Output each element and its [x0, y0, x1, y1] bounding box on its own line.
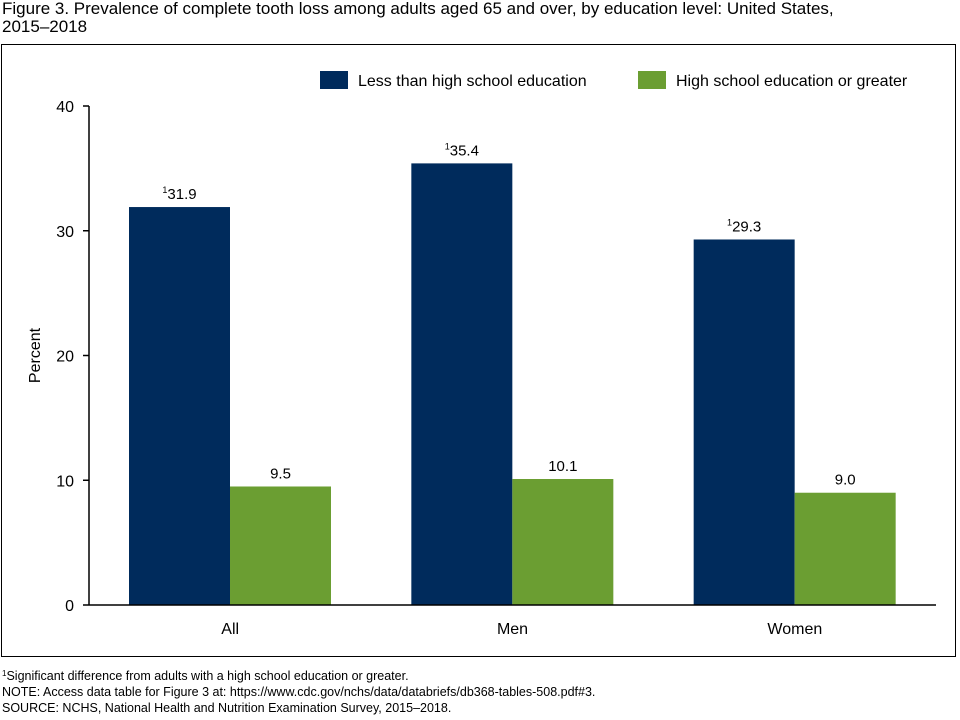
figure-title: Figure 3. Prevalence of complete tooth l… — [2, 0, 952, 36]
x-tick-label-all: All — [221, 621, 239, 638]
y-tick-label-30: 30 — [56, 224, 74, 241]
legend-swatch-series-2 — [638, 71, 666, 89]
footnote-significance-text: Significant difference from adults with … — [6, 669, 409, 683]
y-tick-label-10: 10 — [56, 473, 74, 490]
x-tick-label-men: Men — [497, 621, 528, 638]
bar-women-series-2 — [794, 492, 896, 605]
significance-marker: 1 — [445, 141, 450, 151]
significance-marker: 1 — [162, 185, 167, 195]
bar-men-series-2 — [512, 479, 614, 605]
footnotes: 1Significant difference from adults with… — [2, 668, 952, 716]
y-axis-label: Percent — [27, 327, 44, 383]
footnote-marker: 1 — [2, 669, 7, 678]
figure-title-line-1: Figure 3. Prevalence of complete tooth l… — [2, 0, 834, 18]
bar-all-series-2 — [230, 486, 331, 605]
footnote-significance: 1Significant difference from adults with… — [2, 668, 952, 684]
footnote-source: SOURCE: NCHS, National Health and Nutrit… — [2, 701, 452, 715]
data-label-women-series-1: 129.3 — [727, 217, 761, 235]
data-label-value: 29.3 — [732, 218, 761, 235]
y-tick-label-0: 0 — [65, 598, 74, 615]
legend-swatch-series-1 — [320, 71, 348, 89]
legend-label-series-2: High school education or greater — [676, 73, 908, 90]
bar-men-series-1 — [411, 163, 513, 605]
data-label-women-series-2: 9.0 — [835, 472, 856, 489]
figure-title-line-2: 2015–2018 — [2, 17, 88, 36]
data-label-all-series-1: 131.9 — [162, 185, 196, 203]
chart-frame: 131.9 9.5 All 135.4 10.1 Men 129.3 9.0 Women 0 10 2… — [1, 44, 956, 657]
data-label-all-series-2: 9.5 — [270, 465, 291, 482]
bar-chart: 131.99.5All135.410.1Men129.39.0Women0102… — [27, 71, 936, 638]
x-tick-label-women: Women — [767, 621, 822, 638]
footnote-note: NOTE: Access data table for Figure 3 at:… — [2, 685, 596, 699]
bar-all-series-1 — [129, 207, 230, 606]
y-tick-label-20: 20 — [56, 349, 74, 366]
data-label-value: 35.4 — [450, 142, 479, 159]
bar-women-series-1 — [693, 239, 795, 606]
y-tick-label-40: 40 — [56, 99, 74, 116]
data-label-men-series-1: 135.4 — [445, 141, 479, 159]
data-label-men-series-2: 10.1 — [548, 458, 577, 475]
data-label-value: 31.9 — [167, 186, 196, 203]
legend-label-series-1: Less than high school education — [358, 73, 587, 90]
significance-marker: 1 — [727, 217, 732, 227]
